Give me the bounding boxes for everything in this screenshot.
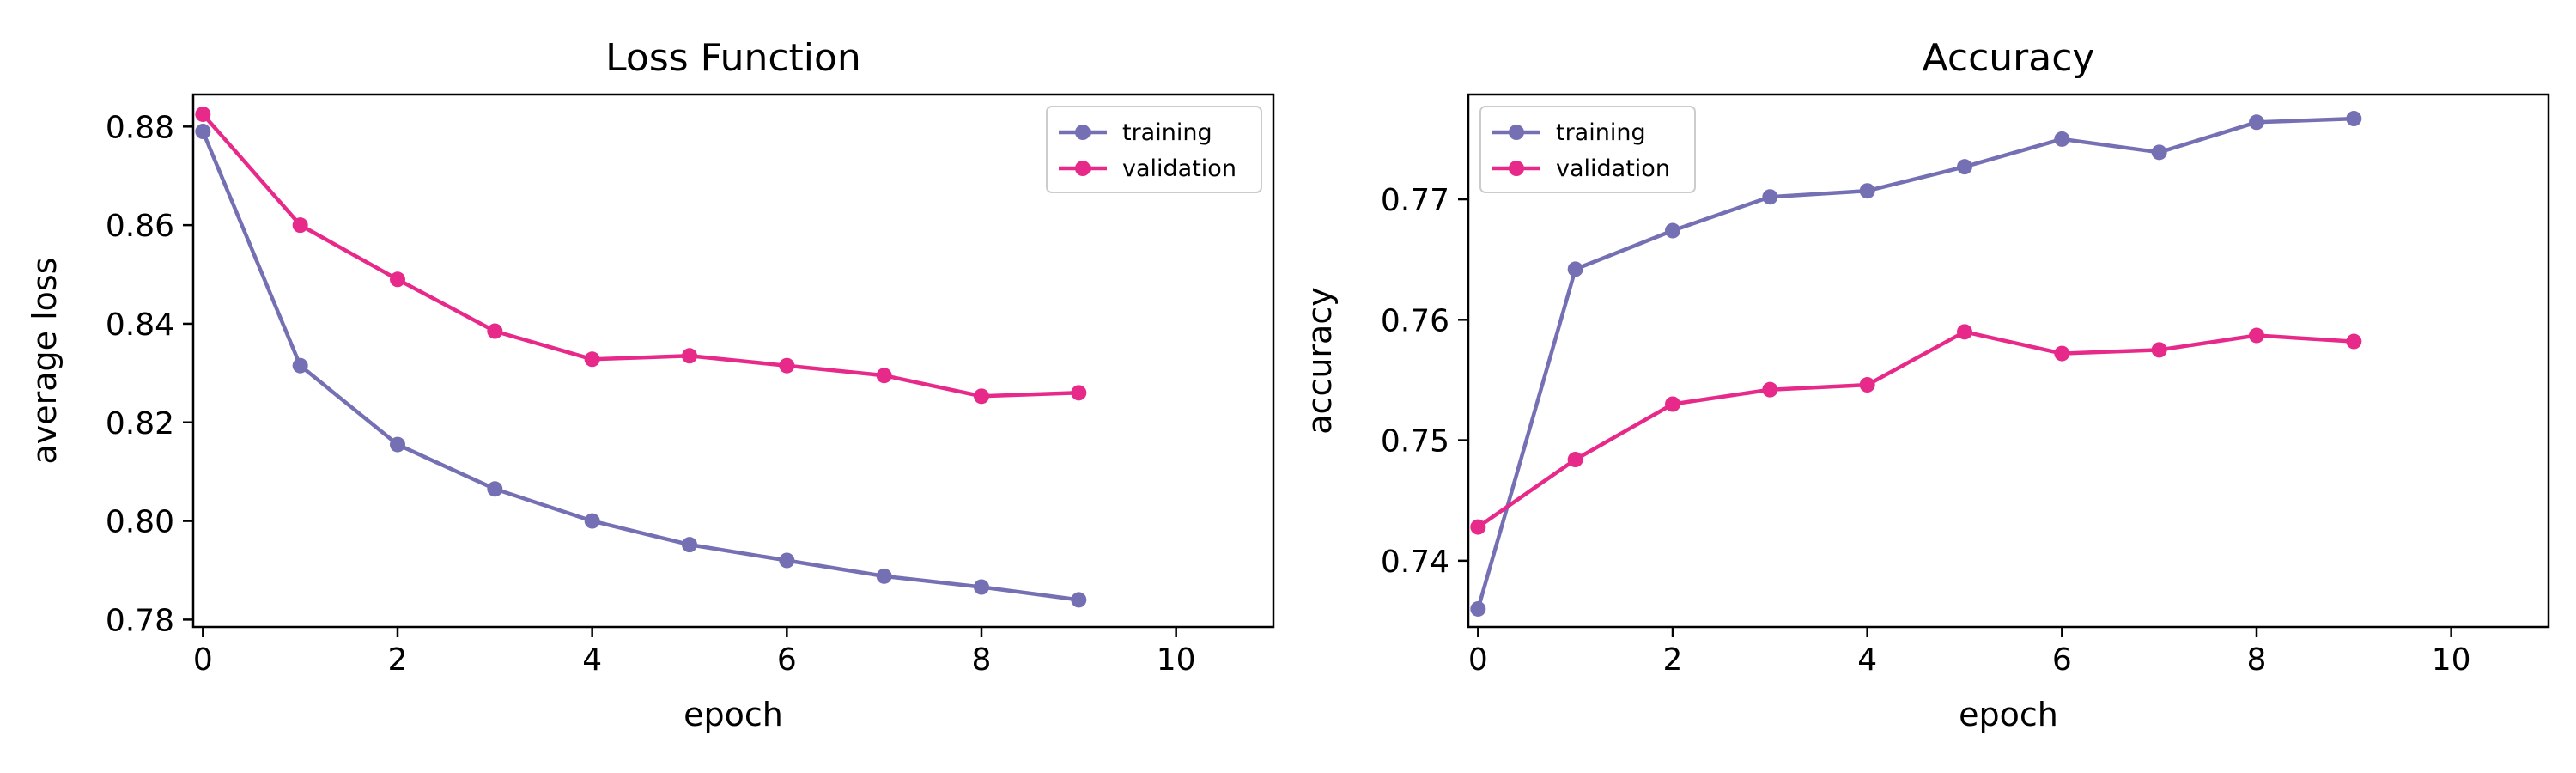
data-point-validation	[2151, 342, 2167, 358]
y-tick-label: 0.82	[106, 406, 174, 441]
data-point-training	[292, 357, 308, 374]
loss-chart: Loss Function epoch average loss 0 2 4 6 8 10…	[26, 36, 1275, 733]
legend-box	[1479, 106, 1696, 193]
x-tick-label: 8	[972, 642, 992, 678]
data-point-validation	[195, 106, 211, 122]
data-point-validation	[2054, 345, 2070, 362]
series-line-training	[201, 131, 1079, 602]
series-line-validation	[1477, 330, 2354, 529]
data-point-training	[2054, 131, 2070, 147]
x-tick-label: 4	[582, 642, 602, 678]
data-point-validation	[292, 217, 308, 234]
data-point-validation	[2249, 327, 2264, 344]
data-point-validation	[682, 348, 697, 364]
data-point-training	[1567, 261, 1583, 277]
legend-marker	[1075, 161, 1091, 176]
data-point-validation	[1071, 385, 1087, 401]
y-tick-label: 0.84	[106, 307, 174, 343]
series-line-validation	[201, 113, 1079, 399]
y-tick-label: 0.80	[106, 505, 174, 540]
y-tick-label: 0.78	[106, 603, 174, 638]
data-point-training	[2249, 114, 2264, 131]
data-point-validation	[876, 368, 892, 384]
data-point-validation	[584, 351, 600, 368]
series-line-training	[1476, 116, 2354, 610]
legend-marker	[1509, 161, 1524, 176]
legend-marker	[1509, 125, 1524, 140]
data-point-validation	[2346, 333, 2362, 350]
x-tick-label: 2	[388, 642, 408, 678]
x-tick-label: 10	[2432, 642, 2471, 678]
data-point-validation	[390, 271, 405, 288]
data-point-training	[584, 513, 600, 529]
x-tick-label: 10	[1157, 642, 1196, 678]
data-point-training	[682, 537, 697, 553]
legend-marker	[1075, 125, 1091, 140]
legend-label-training: training	[1556, 119, 1646, 146]
x-tick-label: 0	[1468, 642, 1488, 678]
data-point-training	[2151, 144, 2167, 161]
data-point-training	[1665, 222, 1680, 239]
x-tick-label: 6	[2052, 642, 2072, 678]
y-axis-label: accuracy	[1301, 287, 1339, 434]
x-tick-label: 4	[1857, 642, 1877, 678]
y-tick-label: 0.86	[106, 209, 174, 244]
x-tick-label: 8	[2247, 642, 2267, 678]
data-point-validation	[1567, 452, 1583, 468]
y-tick-label: 0.74	[1381, 545, 1449, 580]
y-tick-label: 0.77	[1381, 183, 1449, 218]
x-tick-label: 2	[1663, 642, 1683, 678]
data-point-training	[195, 124, 211, 140]
accuracy-chart: Accuracy epoch accuracy 0 2 4 6 8 10 0.74 0.75 0…	[1301, 36, 2550, 733]
data-point-validation	[974, 388, 989, 405]
y-tick-label: 0.88	[106, 110, 174, 145]
legend-label-validation: validation	[1556, 155, 1670, 182]
data-point-training	[1957, 159, 1972, 175]
x-axis-label: epoch	[1959, 696, 2058, 733]
data-point-training	[487, 481, 503, 497]
plot-frame	[191, 93, 1275, 629]
data-point-validation	[1762, 381, 1778, 398]
data-point-training	[779, 552, 795, 569]
data-point-training	[974, 579, 989, 595]
data-point-training	[390, 436, 405, 453]
data-point-training	[2346, 111, 2362, 127]
legend-label-validation: validation	[1122, 155, 1236, 182]
data-point-validation	[487, 323, 503, 339]
data-point-validation	[779, 357, 795, 374]
data-point-validation	[1470, 519, 1486, 535]
data-point-validation	[1859, 377, 1875, 393]
y-tick-label: 0.75	[1381, 424, 1449, 460]
legend-box	[1046, 106, 1262, 193]
data-point-training	[1859, 183, 1875, 199]
data-point-training	[876, 568, 892, 584]
data-point-validation	[1957, 324, 1972, 340]
data-point-training	[1071, 592, 1087, 608]
chart-title: Accuracy	[1923, 36, 2095, 80]
legend: training validation	[1046, 106, 1262, 193]
x-tick-label: 6	[777, 642, 797, 678]
y-axis-label: average loss	[26, 257, 64, 464]
x-tick-label: 0	[193, 642, 213, 678]
legend-label-training: training	[1122, 119, 1212, 146]
data-point-training	[1470, 600, 1486, 617]
x-axis-label: epoch	[683, 696, 783, 733]
chart-title: Loss Function	[605, 36, 861, 80]
plot-frame	[1467, 93, 2550, 629]
legend: training validation	[1479, 106, 1696, 193]
data-point-training	[1762, 189, 1778, 205]
y-tick-label: 0.76	[1381, 303, 1449, 338]
data-point-validation	[1665, 396, 1680, 412]
